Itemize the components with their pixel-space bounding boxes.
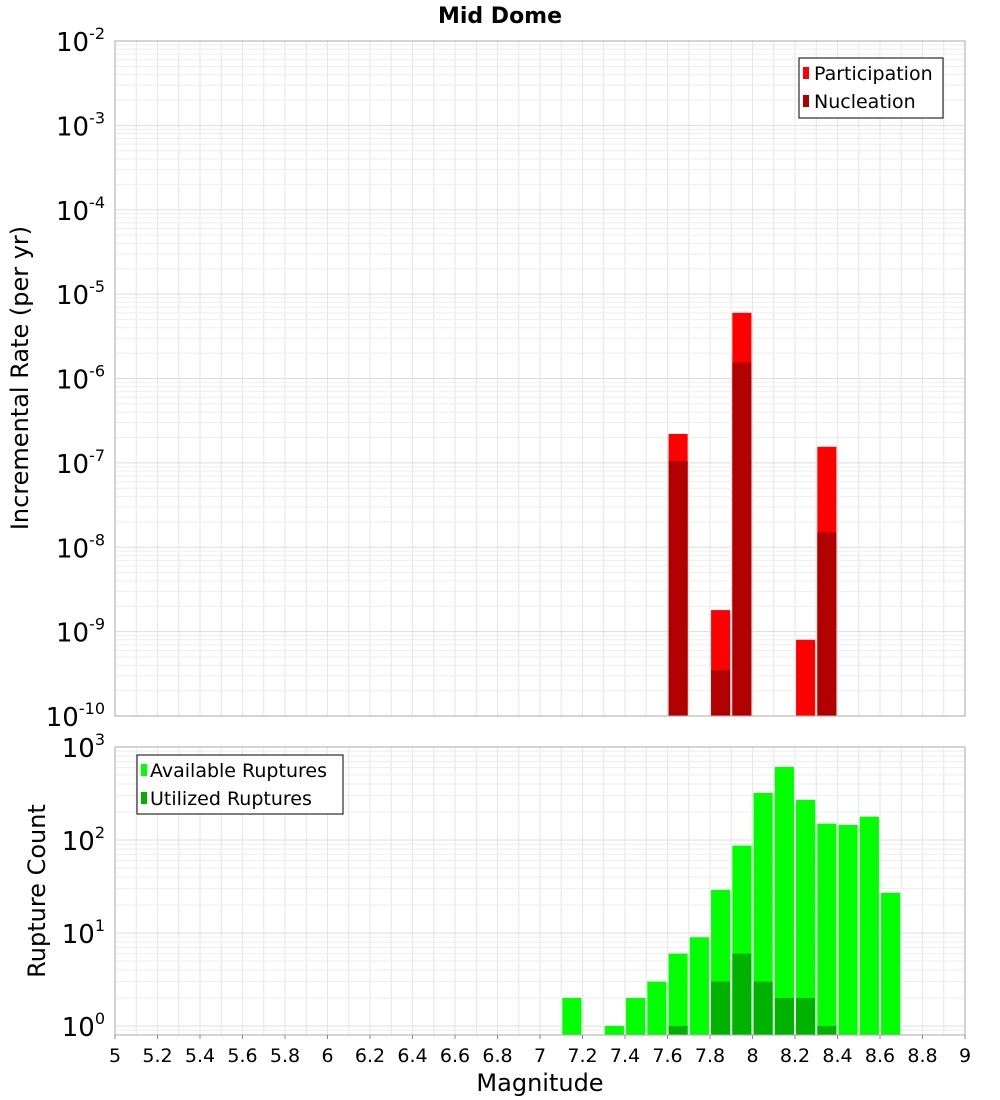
rate-y-tick-label: 10-5 xyxy=(56,277,105,311)
rate-y-tick-label: 10-9 xyxy=(56,615,105,649)
rate-chart: 10-10 10-9 10-8 10-7 10-6 10-5 10-4 10-3 10-2 In… xyxy=(6,24,966,733)
legend-swatch-available xyxy=(141,764,147,776)
count-chart: 100 101 102 103 5 5.2 5.4 5.6 5.8 6 6.2 6.4 6.6 6.8 7… xyxy=(23,730,971,1097)
rate-bars xyxy=(668,312,837,716)
count-y-tick-label: 102 xyxy=(62,823,105,857)
count-bar-utilized-ruptures xyxy=(774,997,794,1035)
count-bar-available-ruptures xyxy=(859,816,879,1035)
count-bar-available-ruptures xyxy=(796,799,816,1035)
count-bar-available-ruptures xyxy=(881,892,901,1035)
x-tick-label: 6.8 xyxy=(482,1045,512,1067)
x-tick-label: 7.4 xyxy=(610,1045,640,1067)
x-tick-label: 6.2 xyxy=(355,1045,385,1067)
x-tick-label: 8.8 xyxy=(907,1045,937,1067)
count-y-tick-label: 103 xyxy=(62,730,105,764)
x-tick-label: 6.4 xyxy=(397,1045,427,1067)
legend-label-nucleation: Nucleation xyxy=(814,91,916,113)
count-legend: Available Ruptures Utilized Ruptures xyxy=(136,754,344,815)
x-tick-label: 5 xyxy=(109,1045,121,1067)
rate-legend: Participation Nucleation xyxy=(798,57,944,119)
legend-swatch-participation xyxy=(803,67,809,79)
legend-swatch-utilized xyxy=(141,792,147,804)
count-bar-available-ruptures xyxy=(817,823,837,1035)
count-y-axis-label: Rupture Count xyxy=(23,804,51,978)
rate-y-tick-label: 10-4 xyxy=(56,193,105,227)
rate-y-tick-label: 10-2 xyxy=(56,24,105,58)
count-bar-available-ruptures xyxy=(626,997,646,1035)
rate-y-axis-label: Incremental Rate (per yr) xyxy=(6,226,34,530)
x-tick-label: 5.6 xyxy=(227,1045,257,1067)
rate-bar-nucleation xyxy=(817,532,837,716)
x-tick-label: 8 xyxy=(746,1045,758,1067)
count-bar-utilized-ruptures xyxy=(711,981,731,1035)
count-y-ticks: 100 101 102 103 xyxy=(62,730,105,1043)
rate-bar-nucleation xyxy=(668,461,688,716)
legend-label-available: Available Ruptures xyxy=(150,760,327,782)
x-tick-label: 7.6 xyxy=(652,1045,682,1067)
x-tick-label: 6.6 xyxy=(440,1045,470,1067)
count-bar-utilized-ruptures xyxy=(796,997,816,1035)
count-bar-available-ruptures xyxy=(774,766,794,1035)
rate-y-tick-label: 10-7 xyxy=(56,446,105,480)
rate-y-tick-label: 10-10 xyxy=(46,699,105,733)
x-tick-label: 5.4 xyxy=(185,1045,215,1067)
count-bar-utilized-ruptures xyxy=(732,953,752,1035)
x-tick-label: 7 xyxy=(534,1045,546,1067)
rate-y-ticks: 10-10 10-9 10-8 10-7 10-6 10-5 10-4 10-3 10-2 xyxy=(46,24,105,733)
legend-swatch-nucleation xyxy=(803,95,809,107)
count-bars xyxy=(562,766,901,1035)
count-bar-available-ruptures xyxy=(753,793,773,1035)
count-legend-box xyxy=(136,754,344,815)
x-tick-label: 7.8 xyxy=(695,1045,725,1067)
x-tick-label: 8.6 xyxy=(865,1045,895,1067)
rate-y-tick-label: 10-3 xyxy=(56,108,105,142)
rate-legend-box xyxy=(798,57,944,119)
x-tick-label: 8.2 xyxy=(780,1045,810,1067)
x-tick-label: 7.2 xyxy=(567,1045,597,1067)
x-tick-label: 6 xyxy=(321,1045,333,1067)
count-bar-available-ruptures xyxy=(668,953,688,1035)
count-y-tick-label: 100 xyxy=(62,1009,105,1043)
rate-bar-nucleation xyxy=(732,362,752,716)
count-bar-available-ruptures xyxy=(838,824,858,1035)
x-tick-label: 9 xyxy=(959,1045,971,1067)
rate-bar-nucleation xyxy=(711,670,731,716)
count-bar-utilized-ruptures xyxy=(668,1025,688,1035)
count-bar-available-ruptures xyxy=(689,937,709,1035)
rate-plot-frame xyxy=(114,40,966,717)
count-bar-available-ruptures xyxy=(562,997,582,1035)
x-tick-label: 5.2 xyxy=(142,1045,172,1067)
x-tick-label: 8.4 xyxy=(822,1045,852,1067)
x-axis-label: Magnitude xyxy=(476,1069,603,1097)
count-y-tick-label: 101 xyxy=(62,916,105,950)
rate-y-tick-label: 10-8 xyxy=(56,530,105,564)
legend-label-utilized: Utilized Ruptures xyxy=(150,788,312,810)
x-tick-label: 5.8 xyxy=(270,1045,300,1067)
legend-label-participation: Participation xyxy=(814,63,933,85)
count-bar-available-ruptures xyxy=(604,1025,624,1035)
rate-grid xyxy=(115,41,965,717)
rate-bar-participation xyxy=(796,639,816,716)
count-bar-utilized-ruptures xyxy=(817,1025,837,1035)
rate-y-tick-label: 10-6 xyxy=(56,362,105,396)
count-bar-available-ruptures xyxy=(647,981,667,1035)
count-x-ticks: 5 5.2 5.4 5.6 5.8 6 6.2 6.4 6.6 6.8 7 7.2 7.4 7.6 7.8 8… xyxy=(109,1035,971,1067)
chart-title: Mid Dome xyxy=(438,4,562,29)
count-bar-utilized-ruptures xyxy=(753,981,773,1035)
